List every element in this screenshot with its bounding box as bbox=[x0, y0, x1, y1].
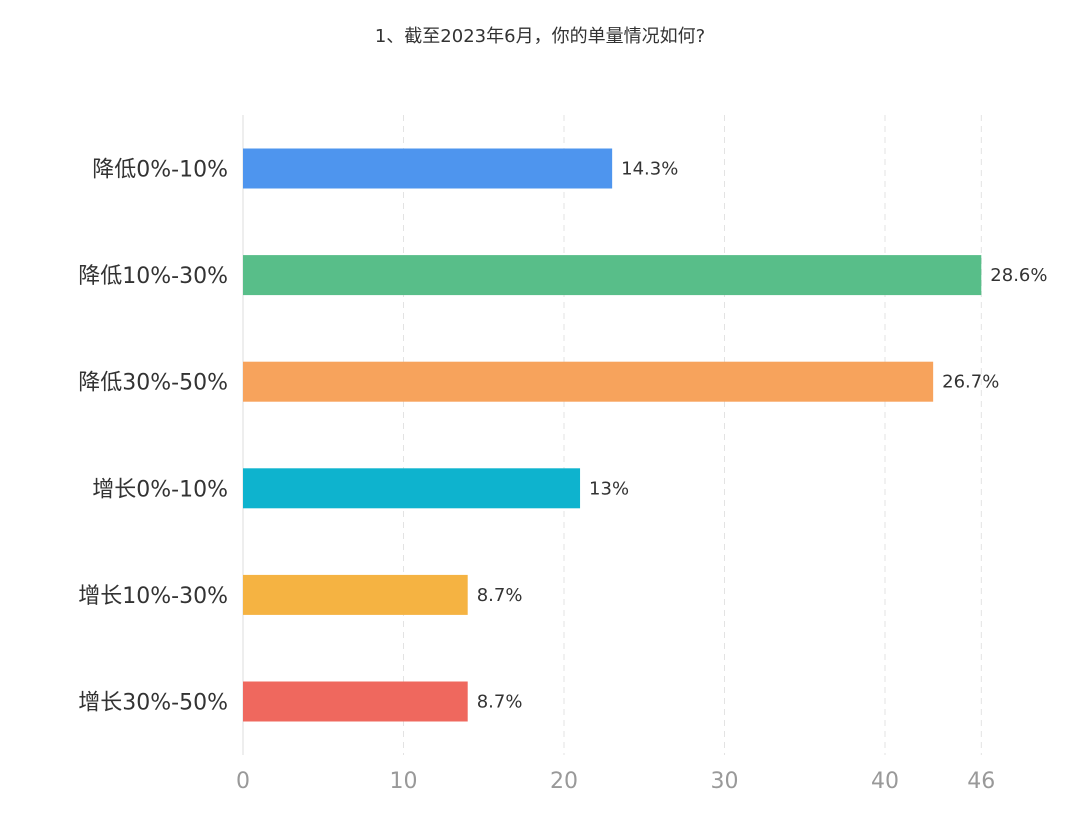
bars bbox=[243, 148, 982, 722]
data-label: 8.7% bbox=[477, 692, 523, 713]
data-label: 14.3% bbox=[621, 159, 678, 180]
x-tick-label: 46 bbox=[967, 769, 995, 794]
labels: 0 10 20 30 40 46 降低0%-10% 14.3% 降低10%-30% 28.6% 降低… bbox=[78, 158, 1047, 795]
category-label: 增长0%-10% bbox=[92, 477, 228, 502]
bar bbox=[243, 361, 934, 402]
x-tick-label: 40 bbox=[871, 769, 899, 794]
bar bbox=[243, 148, 613, 189]
bar bbox=[243, 255, 982, 296]
category-label: 降低10%-30% bbox=[78, 264, 228, 289]
category-label: 增长10%-30% bbox=[78, 584, 228, 609]
category-label: 增长30%-50% bbox=[78, 691, 228, 716]
category-label: 降低0%-10% bbox=[92, 158, 228, 183]
data-label: 8.7% bbox=[477, 585, 523, 606]
chart-title: 1、截至2023年6月，你的单量情况如何? bbox=[375, 26, 705, 47]
gridlines bbox=[242, 115, 982, 755]
bar bbox=[243, 681, 468, 722]
x-tick-label: 20 bbox=[550, 769, 578, 794]
data-label: 28.6% bbox=[990, 265, 1047, 286]
category-label: 降低30%-50% bbox=[78, 371, 228, 396]
x-tick-label: 30 bbox=[711, 769, 739, 794]
bar bbox=[243, 574, 468, 615]
bar bbox=[243, 468, 581, 509]
data-label: 26.7% bbox=[942, 372, 999, 393]
x-tick-label: 10 bbox=[390, 769, 418, 794]
x-tick-label: 0 bbox=[236, 769, 250, 794]
data-label: 13% bbox=[589, 478, 629, 499]
